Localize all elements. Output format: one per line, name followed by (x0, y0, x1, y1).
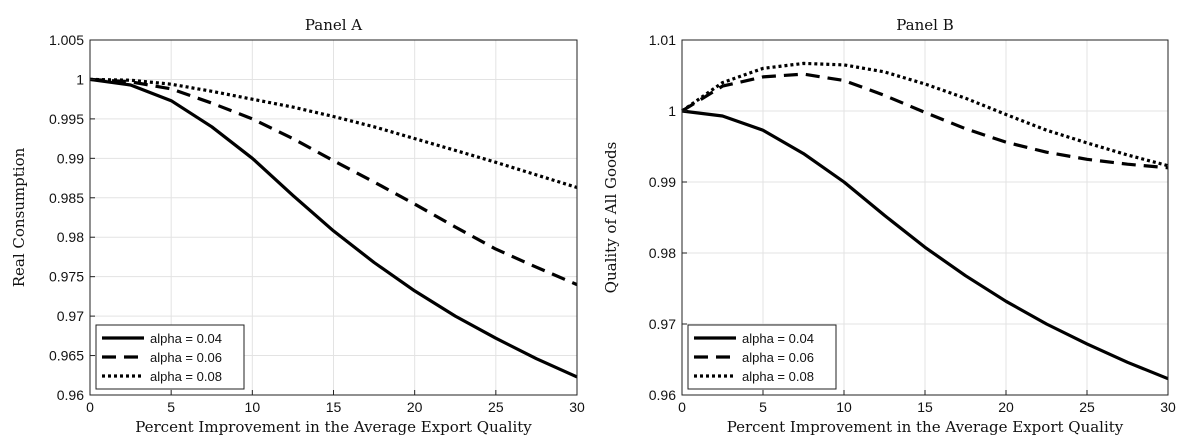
x-tick-label: 15 (326, 399, 342, 415)
panel-a: 0 5 10 15 20 25 30 0.96 0.965 0.97 0.975 0.98 0.985 0… (10, 16, 585, 436)
series-line-2 (681, 72, 1169, 170)
series-line-2 (89, 77, 578, 287)
x-tick-label: 30 (569, 399, 585, 415)
y-tick-label: 1.01 (649, 32, 676, 48)
legend-label-3: alpha = 0.08 (150, 369, 222, 384)
legend-box (687, 324, 837, 390)
series-line-1 (681, 109, 1169, 381)
series-line-3 (89, 77, 578, 190)
y-tick-label: 0.99 (57, 150, 84, 166)
x-tick-label: 5 (759, 399, 767, 415)
x-tick-label: 15 (917, 399, 933, 415)
y-tick-label: 0.965 (49, 348, 84, 364)
y-tick-label: 0.995 (49, 111, 84, 127)
legend-label-2: alpha = 0.06 (150, 350, 222, 365)
y-tick-label: 0.97 (649, 316, 676, 332)
legend-label-1: alpha = 0.04 (742, 331, 814, 346)
y-tick-label: 0.975 (49, 269, 84, 285)
legend: alpha = 0.04 alpha = 0.06 alpha = 0.08 (95, 324, 245, 390)
panel-b: 0 5 10 15 20 25 30 0.96 0.97 0.98 0.99 1 1.01 Panel B… (602, 16, 1176, 436)
legend-box (95, 324, 245, 390)
y-tick-label: 1.005 (49, 32, 84, 48)
y-tick-label: 0.99 (649, 174, 676, 190)
x-tick-label: 5 (167, 399, 175, 415)
x-tick-label: 30 (1160, 399, 1176, 415)
y-axis-label: Quality of All Goods (602, 142, 620, 294)
x-tick-label: 10 (836, 399, 852, 415)
y-tick-label: 1 (668, 103, 676, 119)
x-axis-label: Percent Improvement in the Average Expor… (727, 418, 1124, 436)
y-tick-label: 0.97 (57, 308, 84, 324)
legend-label-3: alpha = 0.08 (742, 369, 814, 384)
legend: alpha = 0.04 alpha = 0.06 alpha = 0.08 (687, 324, 837, 390)
y-tick-label: 0.96 (649, 387, 676, 403)
panel-title: Panel A (305, 16, 362, 34)
y-tick-label: 0.985 (49, 190, 84, 206)
x-tick-label: 25 (488, 399, 504, 415)
x-tick-label: 10 (245, 399, 261, 415)
panel-title: Panel B (896, 16, 954, 34)
series-line-1 (89, 77, 578, 379)
x-tick-label: 20 (407, 399, 423, 415)
x-tick-label: 20 (998, 399, 1014, 415)
y-tick-label: 0.96 (57, 387, 84, 403)
x-tick-label: 0 (86, 399, 94, 415)
legend-label-1: alpha = 0.04 (150, 331, 222, 346)
series-line-3 (681, 61, 1169, 168)
y-axis-label: Real Consumption (10, 147, 28, 287)
y-tick-label: 0.98 (649, 245, 676, 261)
y-tick-label: 1 (76, 71, 84, 87)
x-axis-label: Percent Improvement in the Average Expor… (135, 418, 532, 436)
y-tick-label: 0.98 (57, 229, 84, 245)
x-tick-label: 25 (1079, 399, 1095, 415)
x-tick-label: 0 (678, 399, 686, 415)
legend-label-2: alpha = 0.06 (742, 350, 814, 365)
